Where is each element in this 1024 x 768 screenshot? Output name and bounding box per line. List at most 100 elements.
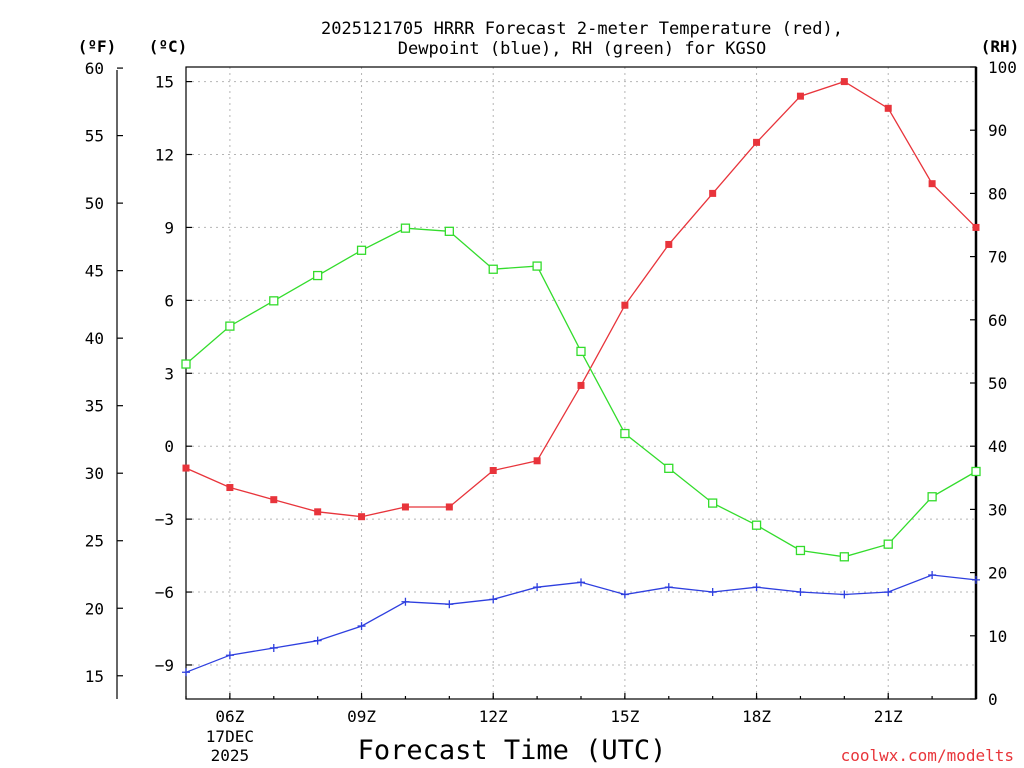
- temperature-point: [840, 78, 848, 86]
- rh-tick-label: 20: [988, 564, 1007, 583]
- temperature-point: [182, 464, 190, 472]
- temperature-point: [928, 180, 936, 188]
- credit-text: coolwx.com/modelts: [841, 746, 1014, 765]
- fahrenheit-tick-label: 30: [85, 464, 104, 483]
- fahrenheit-tick-label: 55: [85, 127, 104, 146]
- temperature-point: [445, 503, 453, 511]
- temperature-point: [577, 381, 585, 389]
- celsius-tick-label: 15: [155, 73, 174, 92]
- rh-point: [971, 466, 981, 477]
- rh-point: [576, 346, 586, 357]
- temperature-point: [489, 467, 497, 475]
- celsius-tick-label: 9: [164, 218, 174, 237]
- rh-tick-label: 50: [988, 374, 1007, 393]
- time-tick-label: 09Z: [347, 707, 376, 726]
- rh-point: [181, 359, 191, 369]
- dewpoint-point: [225, 651, 234, 660]
- rh-point: [269, 296, 279, 306]
- celsius-tick-label: 12: [155, 146, 174, 165]
- rh-point: [708, 498, 718, 508]
- rh-point: [839, 552, 849, 562]
- rh-tick-label: 60: [988, 311, 1007, 330]
- chart-title-line2: Dewpoint (blue), RH (green) for KGSO: [398, 39, 766, 59]
- temperature-point: [796, 92, 804, 100]
- temperature-point: [753, 138, 761, 146]
- rh-tick-label: 40: [988, 437, 1007, 456]
- dewpoint-point: [269, 643, 278, 652]
- dewpoint-point: [445, 600, 454, 609]
- dewpoint-point: [884, 588, 893, 597]
- fahrenheit-tick-label: 60: [85, 59, 104, 78]
- rh-point: [400, 223, 411, 233]
- dewpoint-point: [928, 571, 937, 580]
- celsius-tick-label: 0: [164, 437, 174, 456]
- fahrenheit-tick-label: 25: [85, 532, 104, 551]
- dewpoint-point: [489, 595, 498, 604]
- dewpoint-point: [752, 583, 761, 592]
- rh-tick-label: 90: [988, 121, 1007, 140]
- rh-point: [620, 428, 630, 439]
- time-tick-label: 21Z: [874, 707, 903, 726]
- temperature-point: [358, 513, 366, 521]
- temperature-point: [226, 484, 234, 492]
- temperature-point: [709, 189, 717, 197]
- dewpoint-point: [313, 636, 322, 645]
- dewpoint-point: [840, 590, 849, 599]
- rh-point: [532, 261, 542, 271]
- rh-point: [795, 545, 806, 556]
- temperature-point: [665, 240, 673, 248]
- dewpoint-point: [401, 597, 410, 606]
- dewpoint-point: [182, 668, 190, 677]
- rh-tick-label: 0: [988, 690, 998, 709]
- rh-tick-label: 30: [988, 500, 1007, 519]
- rh-tick-label: 10: [988, 627, 1007, 646]
- year-label: 2025: [211, 746, 250, 765]
- celsius-unit-label: (ºC): [149, 37, 188, 56]
- rh-point: [883, 539, 893, 549]
- time-tick-label: 15Z: [610, 707, 639, 726]
- rh-tick-label: 70: [988, 248, 1007, 267]
- rh-unit-label: (RH): [981, 37, 1020, 56]
- dewpoint-point: [577, 578, 585, 587]
- data-series: [181, 78, 981, 677]
- temperature-line: [185, 80, 977, 518]
- rh-tick-label: 100: [988, 58, 1017, 77]
- fahrenheit-unit-label: (ºF): [78, 37, 117, 56]
- rh-point: [444, 226, 454, 236]
- temperature-point: [270, 496, 278, 504]
- date-label: 17DEC: [206, 727, 254, 746]
- time-tick-label: 18Z: [742, 707, 771, 726]
- fahrenheit-tick-label: 50: [85, 194, 104, 213]
- temperature-point: [533, 457, 541, 465]
- dewpoint-point: [664, 583, 673, 592]
- celsius-tick-label: 6: [164, 291, 174, 310]
- dewpoint-point: [533, 583, 542, 592]
- fahrenheit-tick-label: 20: [85, 599, 104, 618]
- rh-point: [488, 264, 498, 274]
- dewpoint-point: [357, 622, 366, 631]
- fahrenheit-tick-label: 15: [85, 667, 104, 686]
- temperature-point: [401, 503, 409, 511]
- rh-point: [225, 321, 235, 331]
- fahrenheit-tick-label: 40: [85, 329, 104, 348]
- temperature-point: [314, 508, 322, 516]
- rh-point: [927, 492, 937, 502]
- celsius-tick-label: −3: [155, 510, 174, 529]
- fahrenheit-tick-label: 35: [85, 397, 104, 416]
- rh-tick-label: 80: [988, 184, 1007, 203]
- dewpoint-point: [972, 575, 980, 584]
- celsius-tick-label: −9: [155, 656, 174, 675]
- time-tick-label: 06Z: [215, 707, 244, 726]
- temperature-point: [884, 104, 892, 112]
- rh-point: [356, 245, 367, 255]
- temperature-point: [972, 223, 980, 231]
- axis-ticks: 15129630−3−6−960555045403530252015100908…: [85, 58, 1017, 765]
- rh-point: [313, 270, 323, 281]
- chart-title-line1: 2025121705 HRRR Forecast 2-meter Tempera…: [321, 19, 843, 39]
- fahrenheit-tick-label: 45: [85, 262, 104, 281]
- dewpoint-point: [620, 590, 629, 599]
- time-tick-label: 12Z: [479, 707, 508, 726]
- x-axis-title: Forecast Time (UTC): [358, 735, 667, 766]
- dewpoint-point: [708, 588, 717, 597]
